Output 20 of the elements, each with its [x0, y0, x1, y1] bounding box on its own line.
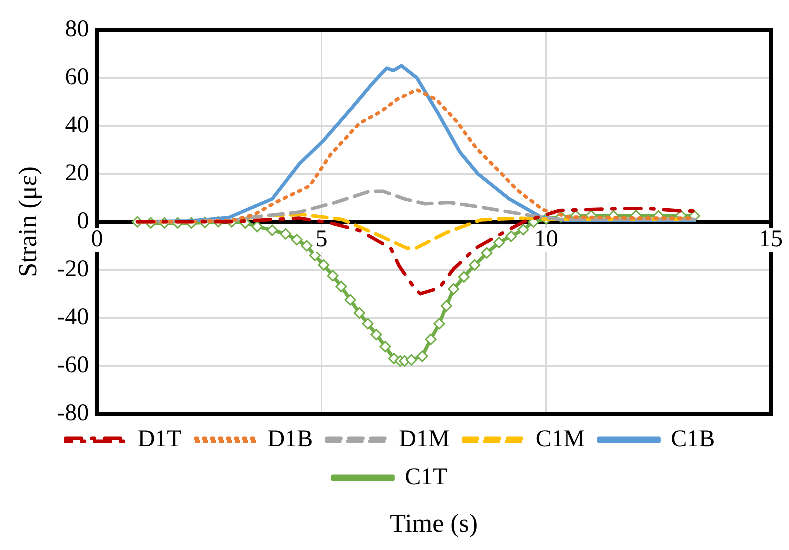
- y-tick-label: -80: [57, 400, 90, 426]
- legend-label: D1T: [138, 426, 182, 452]
- y-tick-label: 60: [65, 64, 90, 90]
- y-tick-label: 20: [65, 160, 90, 186]
- y-tick-label: -40: [57, 304, 90, 330]
- y-tick-label: 40: [65, 112, 90, 138]
- x-tick-label: 15: [759, 226, 783, 252]
- x-tick-label: 5: [316, 226, 328, 252]
- y-tick-label: -20: [57, 256, 90, 282]
- legend-label: D1B: [268, 426, 314, 452]
- y-axis-title: Strain (με): [13, 166, 42, 278]
- legend-label: C1B: [671, 426, 716, 452]
- legend-label: C1M: [536, 426, 586, 452]
- x-axis-title: Time (s): [390, 508, 478, 538]
- legend-label: D1M: [399, 426, 450, 452]
- legend-label: C1T: [405, 464, 448, 490]
- y-tick-label: 0: [77, 208, 90, 234]
- x-tick-label: 10: [534, 226, 558, 252]
- y-tick-label: 80: [65, 16, 90, 42]
- y-tick-label: -60: [57, 352, 90, 378]
